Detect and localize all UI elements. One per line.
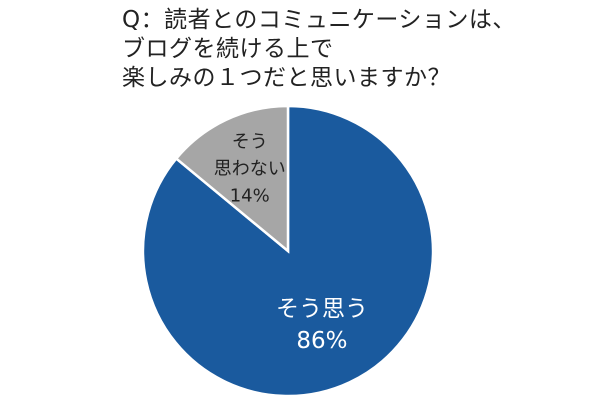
pie-slice-1 — [174, 104, 290, 254]
slice-value-label-1: 14% — [230, 186, 270, 207]
chart-title: Q：読者とのコミュニケーションは、 ブログを続ける上で 楽しみの１つだと思います… — [122, 6, 592, 93]
chart-title-line-3: 楽しみの１つだと思いますか？ — [122, 65, 451, 91]
slice-value-label-0: 86% — [296, 328, 347, 354]
chart-title-line-2: ブログを続ける上で — [122, 36, 334, 62]
slice-label-0-line-0: そう思う — [276, 296, 368, 322]
slice-label-1-line-0: そう — [232, 132, 268, 153]
chart-title-line-1: Q：読者とのコミュニケーションは、 — [122, 7, 516, 33]
slice-label-1-line-1: 思わない — [214, 159, 286, 180]
